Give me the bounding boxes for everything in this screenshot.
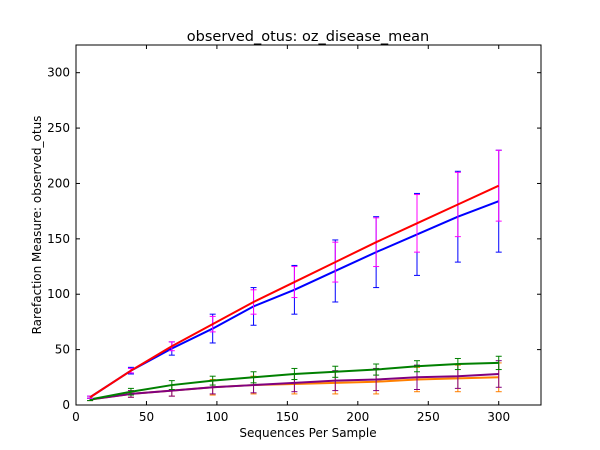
y-axis-label: Rarefaction Measure: observed_otus [30, 116, 44, 335]
x-tick-label: 300 [487, 410, 510, 424]
x-tick-label: 50 [139, 410, 154, 424]
x-axis-label: Sequences Per Sample [239, 426, 376, 440]
series-4 [87, 360, 502, 402]
y-tick-label: 0 [62, 398, 70, 412]
x-tick-label: 0 [72, 410, 80, 424]
y-tick-label: 100 [47, 287, 70, 301]
plot-frame [75, 44, 542, 406]
x-tick-label: 200 [346, 410, 369, 424]
y-tick-label: 300 [47, 66, 70, 80]
series-line [89, 184, 500, 399]
ticks-layer: 0 50 100 150 200 250 300 0 50 100 150 200 250 300 [47, 45, 541, 424]
series-1 [87, 149, 502, 399]
y-tick-label: 150 [47, 232, 70, 246]
y-tick-label: 250 [47, 121, 70, 135]
chart-title: observed_otus: oz_disease_mean [187, 29, 429, 45]
x-tick-label: 150 [276, 410, 299, 424]
series-layer [87, 149, 502, 402]
y-tick-label: 200 [47, 176, 70, 190]
series-line [89, 372, 499, 401]
y-tick-label: 50 [55, 343, 70, 357]
series-line [89, 361, 499, 401]
x-tick-label: 100 [205, 410, 228, 424]
x-tick-label: 250 [417, 410, 440, 424]
